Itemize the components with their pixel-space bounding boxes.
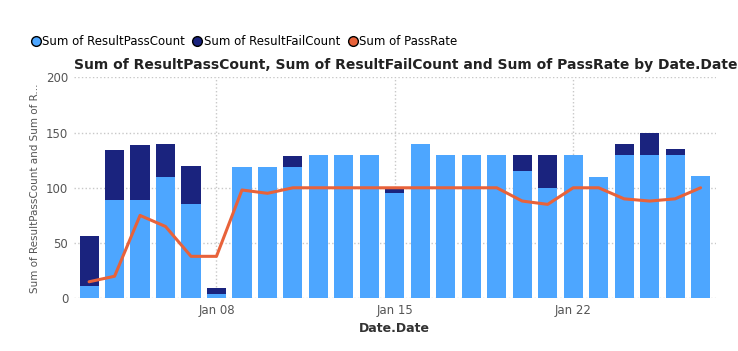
Bar xyxy=(436,154,455,298)
Bar xyxy=(538,188,557,298)
Bar xyxy=(258,167,277,298)
Bar xyxy=(411,144,430,298)
Bar xyxy=(666,149,685,154)
Bar xyxy=(666,154,685,298)
Bar xyxy=(334,154,354,298)
Bar xyxy=(131,145,150,200)
Bar xyxy=(207,289,226,294)
Bar xyxy=(308,154,328,298)
Bar xyxy=(80,286,99,298)
Bar xyxy=(207,294,226,298)
Bar xyxy=(182,204,201,298)
Bar xyxy=(182,166,201,204)
Bar xyxy=(615,144,634,154)
Text: Sum of ResultPassCount, Sum of ResultFailCount and Sum of PassRate by Date.Date: Sum of ResultPassCount, Sum of ResultFai… xyxy=(74,58,737,72)
Bar xyxy=(691,176,710,298)
Bar xyxy=(232,167,252,298)
Bar xyxy=(385,193,404,298)
Bar xyxy=(513,171,532,298)
Bar xyxy=(564,154,583,298)
Bar xyxy=(283,167,303,298)
Y-axis label: Sum of ResultPassCount and Sum of R...: Sum of ResultPassCount and Sum of R... xyxy=(30,83,41,292)
Bar xyxy=(640,132,659,154)
Bar xyxy=(513,154,532,171)
Bar xyxy=(131,200,150,298)
Bar xyxy=(538,154,557,188)
Bar xyxy=(462,154,481,298)
Legend: Sum of ResultPassCount, Sum of ResultFailCount, Sum of PassRate: Sum of ResultPassCount, Sum of ResultFai… xyxy=(28,31,462,53)
Bar xyxy=(385,188,404,193)
Bar xyxy=(640,154,659,298)
Bar xyxy=(487,154,506,298)
Bar xyxy=(156,144,175,177)
Bar xyxy=(80,237,99,286)
Bar xyxy=(105,200,124,298)
X-axis label: Date.Date: Date.Date xyxy=(359,323,430,336)
Bar xyxy=(283,156,303,167)
Bar xyxy=(589,177,608,298)
Bar xyxy=(615,154,634,298)
Bar xyxy=(156,177,175,298)
Bar xyxy=(105,150,124,200)
Bar xyxy=(360,154,379,298)
